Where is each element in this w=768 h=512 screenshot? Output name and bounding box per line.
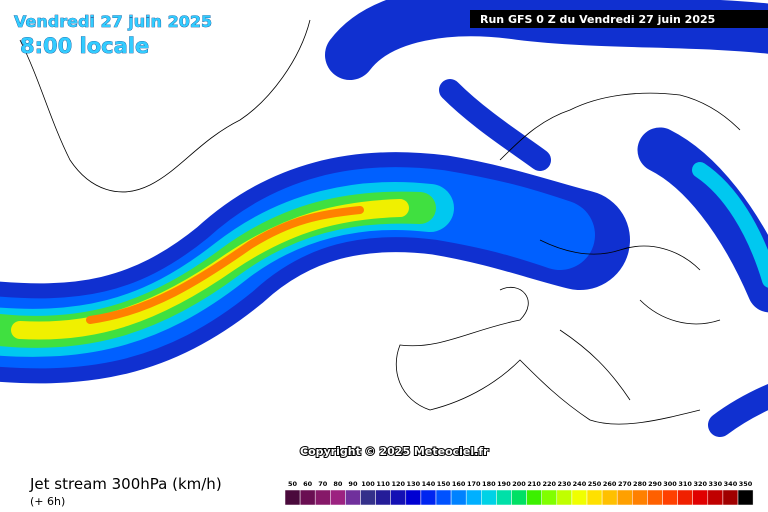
legend-swatch <box>345 489 361 506</box>
legend-swatch <box>707 489 724 506</box>
legend-swatch <box>632 489 648 506</box>
legend-label: 80 <box>333 480 343 488</box>
legend-swatch <box>450 489 467 506</box>
legend-swatch <box>405 489 422 506</box>
run-box <box>470 10 768 28</box>
legend-swatch <box>420 489 437 506</box>
footer-title: Jet stream 300hPa (km/h) <box>29 475 222 493</box>
jet-bands <box>0 0 768 437</box>
legend-label: 110 <box>376 480 390 488</box>
legend-label: 330 <box>709 480 723 488</box>
legend-swatch <box>314 489 331 506</box>
legend-label: 300 <box>663 480 677 488</box>
legend-swatch <box>375 489 391 506</box>
run-label: Run GFS 0 Z du Vendredi 27 juin 2025 <box>480 13 715 26</box>
coastlines <box>19 19 741 425</box>
legend-label: 240 <box>573 480 587 488</box>
legend-label: 290 <box>648 480 662 488</box>
legend-swatch <box>692 489 709 506</box>
legend-swatch <box>360 489 376 506</box>
legend-swatch <box>647 489 663 506</box>
legend-label: 90 <box>348 480 358 488</box>
legend-label: 220 <box>542 480 556 488</box>
legend-swatch <box>511 489 527 506</box>
legend-swatch <box>284 489 301 506</box>
legend-label: 190 <box>497 480 511 488</box>
legend-swatch <box>330 489 346 506</box>
copyright: Copyright © 2025 Meteociel.fr <box>300 445 489 458</box>
legend-swatch <box>541 489 558 506</box>
legend-swatch <box>465 489 482 506</box>
footer-lead: (+ 6h) <box>30 495 65 508</box>
legend-swatch <box>496 489 512 506</box>
legend-label: 350 <box>739 480 753 488</box>
legend-label: 120 <box>391 480 405 488</box>
legend-swatch <box>390 489 407 506</box>
legend-label: 180 <box>482 480 496 488</box>
legend-label: 250 <box>588 480 602 488</box>
legend-swatch <box>616 489 633 506</box>
date: Vendredi 27 juin 2025 <box>14 12 212 31</box>
legend-swatch <box>601 489 618 506</box>
legend-swatch <box>722 489 739 506</box>
legend-label: 130 <box>407 480 421 488</box>
legend-swatch <box>435 489 452 506</box>
legend-swatch <box>586 489 603 506</box>
legend-label: 150 <box>437 480 451 488</box>
legend-swatch <box>662 489 678 506</box>
legend-label: 50 <box>288 480 298 488</box>
legend-label: 170 <box>467 480 481 488</box>
legend-label: 200 <box>512 480 526 488</box>
legend-label: 280 <box>633 480 647 488</box>
legend-swatch <box>526 489 542 506</box>
legend-label: 160 <box>452 480 466 488</box>
legend-label: 210 <box>527 480 541 488</box>
legend-label: 270 <box>618 480 632 488</box>
legend-swatch <box>571 489 588 506</box>
legend-swatch <box>556 489 573 506</box>
legend-label: 320 <box>693 480 707 488</box>
legend-label: 70 <box>318 480 328 488</box>
legend-swatch <box>677 489 693 506</box>
legend-label: 340 <box>724 480 738 488</box>
time: 8:00 locale <box>20 34 149 58</box>
legend-label: 60 <box>303 480 313 488</box>
legend-label: 140 <box>422 480 436 488</box>
legend-label: 260 <box>603 480 617 488</box>
legend-swatch <box>299 489 316 506</box>
legend-swatch <box>737 489 754 506</box>
color-legend: 50 60 70 80 90 100 110 120 130 140 150 160 170 180 190… <box>284 480 754 506</box>
legend-label: 100 <box>361 480 375 488</box>
legend-label: 310 <box>678 480 692 488</box>
legend-swatch <box>481 489 497 506</box>
legend-label: 230 <box>558 480 572 488</box>
